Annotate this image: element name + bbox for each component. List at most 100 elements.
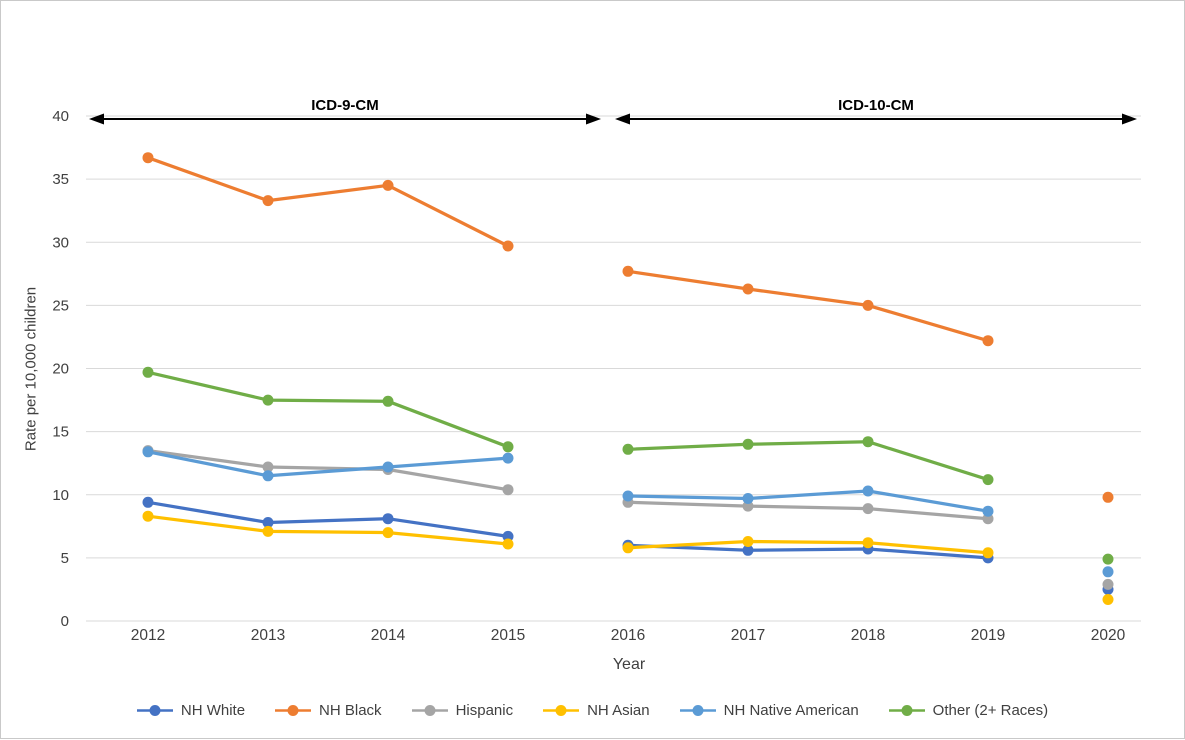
- legend-label: Other (2+ Races): [932, 701, 1049, 719]
- icd10-arrowhead-left: [615, 113, 630, 125]
- legend-marker-dot: [287, 704, 299, 716]
- point-nh-black-2017: [742, 283, 754, 295]
- series-hispanic-line: [626, 500, 990, 521]
- point-nh-native-american-2016: [622, 490, 634, 502]
- series-nh-native-american: [142, 446, 1114, 578]
- point-nh-asian-2013: [262, 525, 274, 537]
- point-nh-asian-2020: [1102, 594, 1114, 605]
- series-nh-asian-line: [146, 514, 510, 546]
- icd9-annotation-label: ICD-9-CM: [311, 97, 379, 114]
- legend-item-hispanic: Hispanic: [411, 701, 514, 719]
- legend-marker-hispanic: [411, 704, 448, 716]
- y-tick-label: 30: [52, 234, 69, 251]
- series-nh-asian: [142, 510, 1114, 605]
- point-nh-white-2013: [262, 517, 274, 528]
- point-nh-native-american-2012: [142, 446, 154, 458]
- point-nh-native-american-2020: [1102, 566, 1114, 578]
- icd9-arrow: ICD-9-CM: [89, 97, 601, 125]
- point-nh-native-american-2013: [262, 470, 274, 482]
- series-hispanic: [142, 445, 1114, 590]
- x-tick-label: 2017: [731, 627, 765, 644]
- point-nh-asian-2016: [622, 542, 634, 554]
- x-tick-label: 2015: [491, 627, 525, 644]
- legend-marker-dot: [555, 704, 567, 716]
- series-other-2-races-line: [146, 370, 510, 449]
- point-other-2-races-2018: [862, 436, 874, 448]
- point-other-2-races-2012: [142, 366, 154, 378]
- point-nh-black-2013: [262, 195, 274, 207]
- legend-item-nh-asian: NH Asian: [543, 702, 650, 719]
- point-nh-native-american-2017: [742, 493, 754, 504]
- x-axis-tick-labels: 2012 2013 2014 2015 2016 2017 2018 2019 2020: [131, 627, 1126, 644]
- series-nh-native-american-line: [146, 450, 510, 478]
- point-other-2-races-2019: [982, 474, 994, 486]
- point-nh-black-2019: [982, 335, 994, 347]
- point-nh-white-2017: [742, 544, 754, 556]
- legend-marker-dot: [901, 704, 913, 716]
- x-tick-label: 2019: [971, 627, 1005, 644]
- point-nh-white-2012: [142, 496, 154, 508]
- point-other-2-races-2015: [502, 441, 514, 453]
- point-nh-asian-2018: [862, 537, 874, 549]
- x-tick-label: 2014: [371, 627, 406, 644]
- series-nh-native-american-line: [626, 489, 990, 513]
- legend-label: NH White: [180, 701, 246, 719]
- point-other-2-races-2013: [262, 394, 274, 406]
- point-other-2-races-2014: [382, 395, 394, 407]
- icd10-annotation-label: ICD-10-CM: [838, 97, 914, 114]
- point-hispanic-2015: [502, 484, 514, 496]
- series-nh-white-line: [626, 543, 990, 560]
- point-nh-white-2015: [502, 530, 514, 542]
- series-nh-black: [142, 152, 1114, 503]
- legend-marker-dot: [692, 704, 704, 716]
- legend-marker-nh-black: [275, 704, 312, 716]
- legend-item-other-2-races: Other (2+ Races): [888, 701, 1049, 719]
- series-nh-white-line: [146, 500, 510, 539]
- legend-label: Hispanic: [455, 701, 514, 719]
- point-nh-black-2012: [142, 152, 154, 164]
- point-nh-asian-2012: [142, 510, 154, 522]
- point-nh-black-2016: [622, 265, 634, 277]
- point-nh-native-american-2015: [502, 452, 514, 464]
- point-hispanic-2013: [262, 461, 274, 473]
- legend: NH White NH Black Hispanic NH Asian NH Nativ…: [1, 697, 1184, 723]
- series-other-2-races-line: [626, 440, 990, 482]
- legend-marker-nh-native-american: [679, 704, 716, 716]
- legend-item-nh-black: NH Black: [275, 702, 382, 719]
- x-tick-label: 2013: [251, 627, 285, 644]
- y-tick-label: 40: [52, 108, 69, 125]
- y-tick-label: 0: [61, 613, 69, 630]
- series-nh-black-line: [626, 269, 990, 343]
- series-hispanic-line: [146, 448, 510, 492]
- legend-marker-dot: [149, 704, 161, 716]
- legend-label: NH Black: [319, 701, 382, 719]
- point-nh-asian-2019: [982, 547, 994, 559]
- point-nh-native-american-2019: [982, 505, 994, 517]
- point-nh-black-2018: [862, 299, 874, 311]
- point-nh-asian-2014: [382, 527, 394, 539]
- point-hispanic-2020: [1102, 578, 1114, 590]
- x-tick-label: 2018: [851, 627, 885, 644]
- series-nh-asian-line: [626, 539, 990, 555]
- legend-item-nh-white: NH White: [136, 701, 246, 719]
- legend-marker-dot: [424, 704, 436, 716]
- x-axis-title: Year: [612, 656, 646, 673]
- point-nh-black-2014: [382, 179, 394, 191]
- point-nh-black-2015: [502, 240, 514, 252]
- point-hispanic-2018: [862, 503, 874, 515]
- point-nh-asian-2015: [502, 538, 514, 550]
- x-tick-label: 2016: [611, 627, 645, 644]
- series-nh-white: [142, 496, 1114, 595]
- point-nh-native-american-2018: [862, 485, 874, 497]
- legend-marker-nh-asian: [543, 704, 580, 716]
- legend-item-nh-native-american: NH Native American: [679, 702, 859, 719]
- y-axis-tick-labels: 0 5 10 15 20 25 30 35 40: [52, 108, 69, 630]
- y-tick-label: 15: [52, 424, 69, 441]
- y-tick-label: 10: [52, 487, 69, 504]
- x-tick-label: 2012: [131, 627, 165, 644]
- legend-marker-nh-white: [136, 704, 173, 716]
- legend-label: NH Asian: [587, 701, 650, 719]
- y-tick-label: 35: [52, 171, 69, 188]
- y-tick-label: 20: [52, 361, 69, 378]
